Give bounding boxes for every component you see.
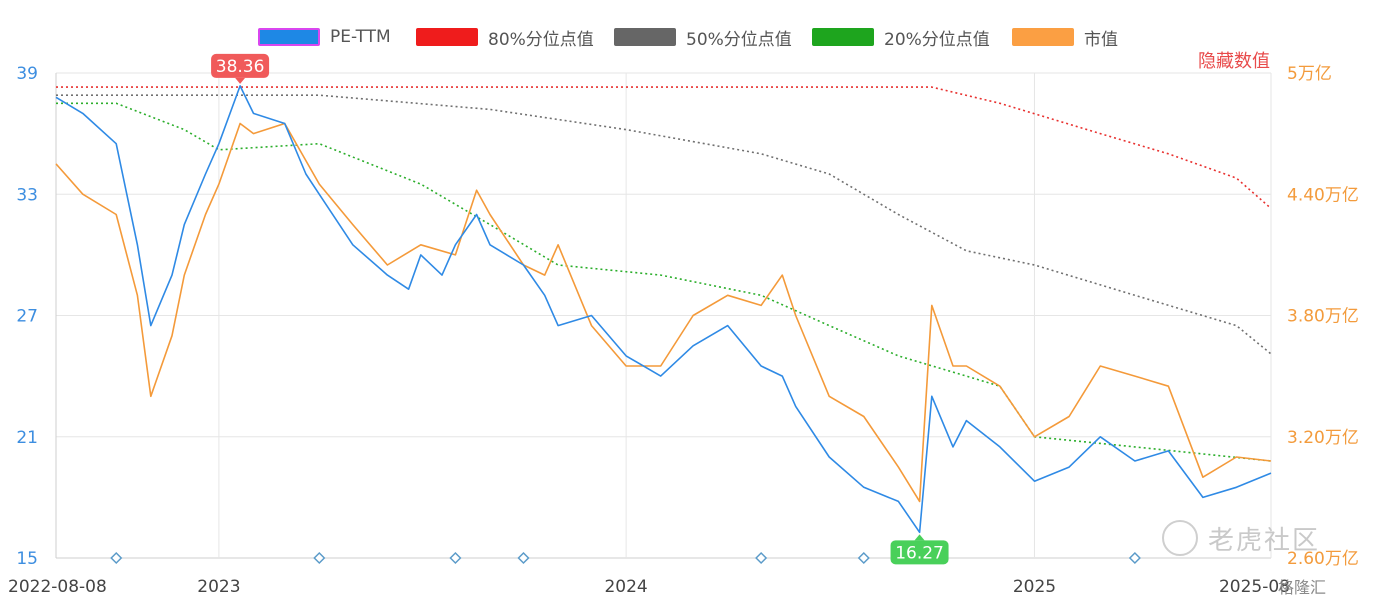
chart-legend: PE-TTM 80%分位点值 50%分位点值 20%分位点值 市值 xyxy=(0,22,1384,52)
min-badge-label: 16.27 xyxy=(895,543,944,563)
x-tick-label: 2025-08 xyxy=(1219,577,1290,597)
legend-swatch xyxy=(614,28,676,46)
legend-item[interactable]: 市值 xyxy=(1012,26,1118,50)
y-tick-label-left: 15 xyxy=(16,549,38,569)
watermark: 老虎社区 xyxy=(1162,518,1320,558)
max-badge-label: 38.36 xyxy=(216,57,265,77)
x-tick-label: 2023 xyxy=(197,577,240,597)
watermark-secondary: 格隆汇 xyxy=(1278,578,1327,597)
event-marker xyxy=(517,551,530,565)
max-badge-bg xyxy=(211,53,270,78)
legend-label: 20%分位点值 xyxy=(884,29,990,50)
legend-item[interactable]: 80%分位点值 xyxy=(416,26,594,50)
legend-swatch xyxy=(1012,28,1074,46)
tiger-logo-icon xyxy=(1162,520,1198,556)
legend-label: 50%分位点值 xyxy=(686,29,792,50)
y-tick-label-right: 2.60万亿 xyxy=(1287,549,1359,569)
min-badge-bg xyxy=(890,540,949,565)
legend-swatch xyxy=(416,28,478,46)
extreme-badges: 38.36 16.27 xyxy=(211,53,949,565)
legend-label: 80%分位点值 xyxy=(488,29,594,50)
event-marker xyxy=(110,551,123,565)
min-badge-pointer xyxy=(914,534,925,541)
y-tick-label-right: 5万亿 xyxy=(1287,64,1332,84)
legend-swatch xyxy=(812,28,874,46)
legend-item[interactable]: 20%分位点值 xyxy=(812,26,990,50)
x-tick-label: 2025 xyxy=(1013,577,1056,597)
event-marker xyxy=(1128,551,1141,565)
y-tick-label-right: 3.20万亿 xyxy=(1287,428,1359,448)
y-tick-label-left: 39 xyxy=(16,64,38,84)
hide-values-toggle[interactable]: 隐藏数值 xyxy=(1198,51,1270,72)
y-tick-label-left: 33 xyxy=(16,185,38,205)
x-tick-label: 2024 xyxy=(604,577,647,597)
watermark-text: 老虎社区 xyxy=(1208,525,1321,556)
event-marker xyxy=(449,551,462,565)
x-tick-label: 2022-08-08 xyxy=(8,577,107,597)
event-marker xyxy=(313,551,326,565)
event-marker xyxy=(755,551,768,565)
chart-grid xyxy=(55,72,1272,559)
legend-swatch xyxy=(258,28,320,46)
series-line xyxy=(55,122,1272,503)
legend-item[interactable]: PE-TTM xyxy=(258,26,391,48)
legend-item[interactable]: 50%分位点值 xyxy=(614,26,792,50)
y-tick-label-left: 21 xyxy=(16,428,38,448)
series-line xyxy=(56,94,1272,355)
y-tick-label-left: 27 xyxy=(16,307,38,327)
legend-label: 市值 xyxy=(1084,29,1118,50)
event-marker xyxy=(857,551,870,565)
y-tick-label-right: 4.40万亿 xyxy=(1287,185,1359,205)
y-tick-label-right: 3.80万亿 xyxy=(1287,307,1359,327)
chart-axes: 39 5万亿 33 4.40万亿 27 3.80万亿 21 3.20万亿 15 2.60万亿 202… xyxy=(8,64,1359,597)
series-line xyxy=(55,85,1272,534)
max-badge-pointer xyxy=(235,77,246,84)
series-line xyxy=(56,86,1272,210)
series-line xyxy=(56,102,1272,462)
chart-series xyxy=(55,85,1272,534)
legend-label: PE-TTM xyxy=(330,27,391,47)
